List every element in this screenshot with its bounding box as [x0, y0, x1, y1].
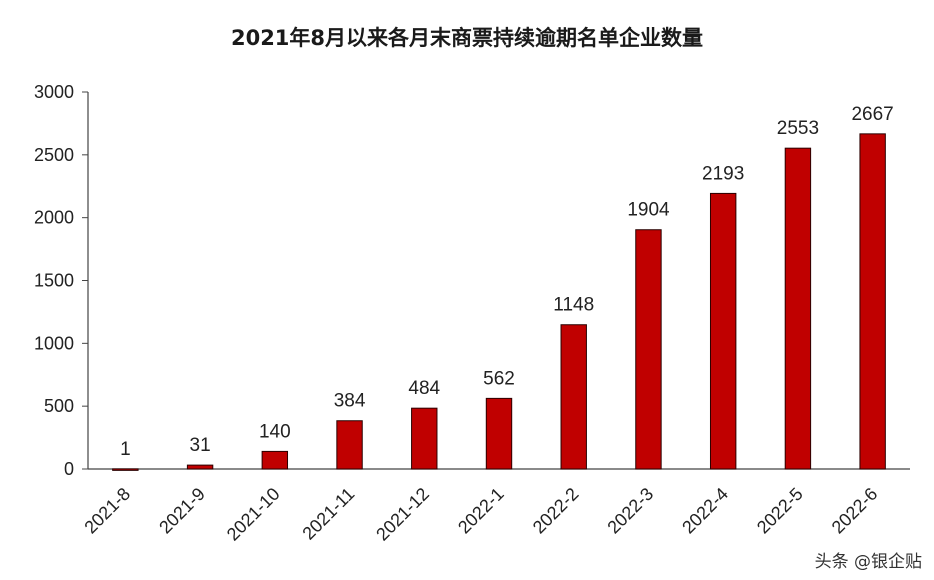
y-tick-label: 2500	[34, 145, 74, 165]
y-tick-label: 0	[64, 459, 74, 479]
x-tick-label: 2022-2	[529, 484, 583, 538]
y-tick-label: 500	[44, 396, 74, 416]
y-tick-label: 2000	[34, 208, 74, 228]
bar	[859, 133, 886, 470]
data-label: 1904	[627, 200, 670, 221]
data-label: 140	[259, 421, 291, 442]
chart-title: 2021年8月以来各月末商票持续逾期名单企业数量	[230, 26, 704, 50]
watermark: 头条 @银企贴	[814, 552, 922, 572]
bars	[112, 133, 886, 471]
x-tick-label: 2021-12	[372, 484, 433, 545]
data-label: 1	[120, 439, 131, 460]
data-label: 31	[190, 435, 211, 456]
data-labels: 1 31 140 384 484 562 1148 1904 2193 2553 2667	[120, 104, 894, 460]
y-tick-labels: 0 500 1000 1500 2000 2500 3000	[34, 82, 74, 479]
bar	[635, 229, 662, 470]
x-tick-label: 2021-10	[223, 484, 284, 545]
y-tick-label: 1500	[34, 271, 74, 291]
bar	[112, 468, 139, 471]
data-label: 2193	[702, 163, 744, 184]
bar	[709, 192, 737, 470]
x-tick-label: 2022-6	[828, 484, 882, 538]
x-tick-label: 2022-3	[603, 484, 657, 538]
y-tick-label: 3000	[34, 82, 74, 102]
data-label: 562	[483, 368, 515, 389]
x-tick-label: 2021-8	[80, 484, 134, 538]
data-label: 2667	[851, 104, 893, 125]
x-tick-label: 2021-11	[298, 484, 358, 544]
data-label: 484	[408, 378, 440, 399]
x-tick-label: 2022-4	[678, 484, 732, 538]
x-tick-labels: 2021-8 2021-9 2021-10 2021-11 2021-12 2022-1 2…	[80, 484, 881, 545]
bar	[411, 407, 438, 470]
y-tick-label: 1000	[34, 333, 74, 353]
bar	[261, 450, 289, 470]
bar	[485, 397, 513, 470]
bar	[784, 147, 812, 470]
data-label: 384	[334, 391, 366, 412]
data-label: 1148	[553, 295, 594, 316]
bar	[336, 420, 363, 470]
x-tick-label: 2022-1	[454, 484, 508, 538]
data-label: 2553	[777, 118, 819, 139]
x-tick-label: 2022-5	[753, 484, 807, 538]
bar	[560, 324, 587, 470]
x-tick-label: 2021-9	[155, 484, 209, 538]
bar	[186, 464, 214, 470]
